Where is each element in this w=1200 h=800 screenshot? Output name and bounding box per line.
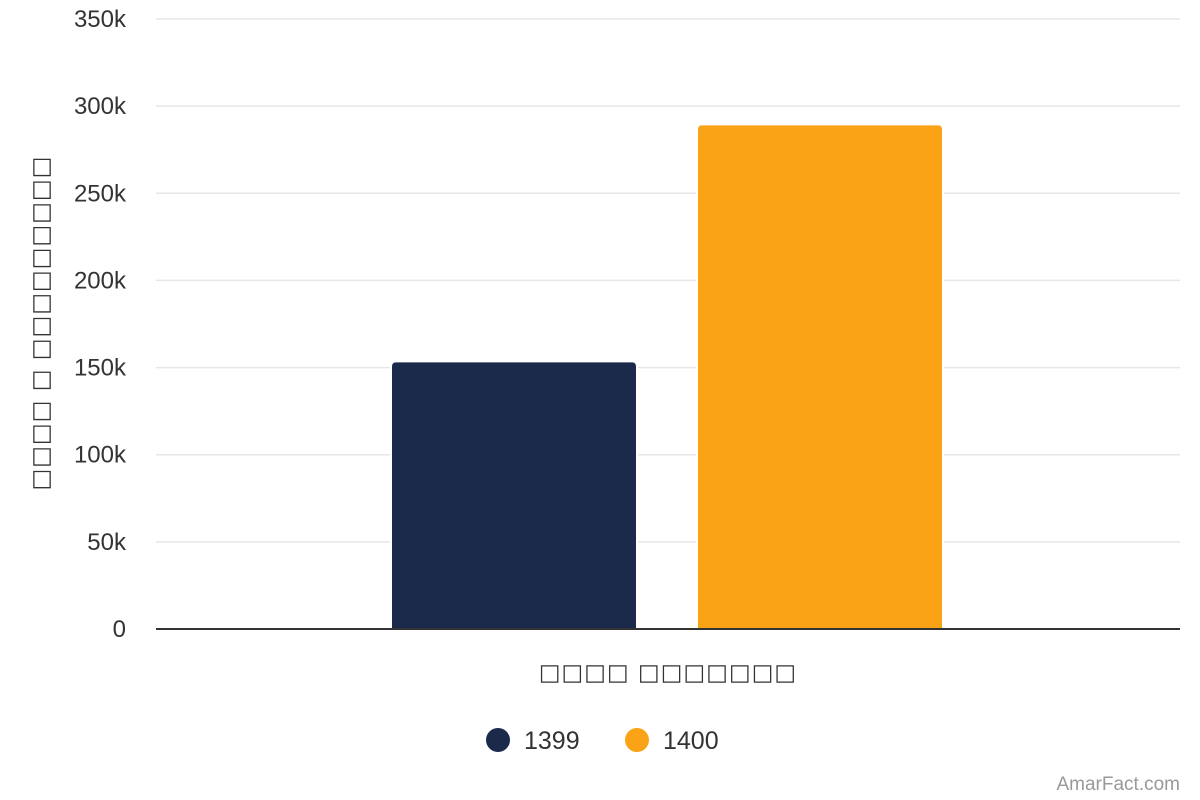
y-tick-label: 350k [74,6,127,33]
y-tick-label: 200k [74,267,127,294]
credit-text[interactable]: AmarFact.com [1056,774,1180,795]
legend: 1399 1400 [486,727,719,755]
y-tick-label: 250k [74,180,127,207]
y-tick-label: 300k [74,93,127,120]
y-tick-label: 100k [74,442,127,469]
legend-label: 1399 [524,727,580,755]
y-tick-label: 50k [87,529,127,556]
x-axis-title: □□□□ □□□□□□□ [539,660,797,686]
legend-item-1400[interactable]: 1400 [625,727,719,755]
y-tick-label: 0 [113,616,126,643]
y-tick-label: 150k [74,355,127,382]
y-tick-labels: 0 50k 100k 150k 200k 250k 300k 350k [74,6,127,643]
y-axis-title: □□□□ □ □□□□□□□□□ [28,156,54,491]
legend-swatch [486,728,510,752]
legend-swatch [625,728,649,752]
legend-item-1399[interactable]: 1399 [486,727,580,755]
bar-1399[interactable] [392,362,636,629]
bar-1400[interactable] [698,125,942,630]
legend-label: 1400 [663,727,719,755]
grid-lines [156,18,1180,543]
bars [390,123,944,630]
